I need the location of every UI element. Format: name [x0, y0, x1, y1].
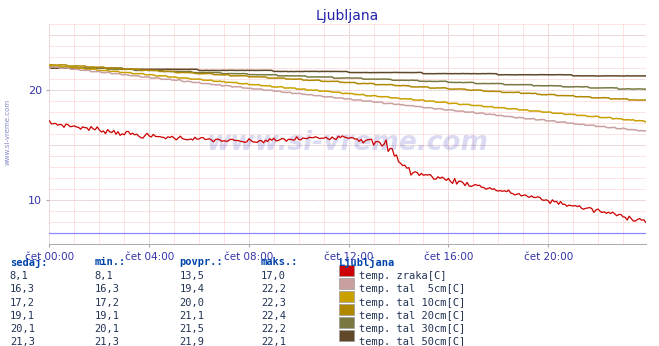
Text: min.:: min.:: [95, 257, 126, 267]
Text: 17,0: 17,0: [261, 271, 286, 281]
Text: 19,4: 19,4: [179, 284, 204, 294]
Text: 19,1: 19,1: [10, 311, 35, 321]
Bar: [339, 278, 354, 289]
Text: 17,2: 17,2: [10, 298, 35, 308]
Text: 20,1: 20,1: [95, 324, 120, 334]
Bar: [339, 265, 354, 276]
Bar: [339, 317, 354, 328]
Text: 22,2: 22,2: [261, 324, 286, 334]
Bar: [339, 304, 354, 315]
Text: temp. tal 30cm[C]: temp. tal 30cm[C]: [359, 324, 465, 334]
Text: 21,9: 21,9: [179, 337, 204, 346]
Text: 16,3: 16,3: [10, 284, 35, 294]
Text: 20,0: 20,0: [179, 298, 204, 308]
Text: temp. tal 20cm[C]: temp. tal 20cm[C]: [359, 311, 465, 321]
Text: povpr.:: povpr.:: [179, 257, 223, 267]
Text: 8,1: 8,1: [10, 271, 28, 281]
Text: 19,1: 19,1: [95, 311, 120, 321]
Text: temp. tal 10cm[C]: temp. tal 10cm[C]: [359, 298, 465, 308]
Text: maks.:: maks.:: [261, 257, 299, 267]
Text: 20,1: 20,1: [10, 324, 35, 334]
Text: www.si-vreme.com: www.si-vreme.com: [207, 130, 488, 156]
Text: 21,3: 21,3: [10, 337, 35, 346]
Text: temp. zraka[C]: temp. zraka[C]: [359, 271, 446, 281]
Title: Ljubljana: Ljubljana: [316, 9, 379, 23]
Text: www.si-vreme.com: www.si-vreme.com: [5, 98, 11, 165]
Text: 13,5: 13,5: [179, 271, 204, 281]
Bar: [339, 330, 354, 341]
Text: 22,2: 22,2: [261, 284, 286, 294]
Text: 22,4: 22,4: [261, 311, 286, 321]
Text: 21,5: 21,5: [179, 324, 204, 334]
Text: 16,3: 16,3: [95, 284, 120, 294]
Text: 22,3: 22,3: [261, 298, 286, 308]
Text: Ljubljana: Ljubljana: [339, 257, 395, 268]
Text: temp. tal 50cm[C]: temp. tal 50cm[C]: [359, 337, 465, 346]
Text: temp. tal  5cm[C]: temp. tal 5cm[C]: [359, 284, 465, 294]
Text: 22,1: 22,1: [261, 337, 286, 346]
Text: 21,1: 21,1: [179, 311, 204, 321]
Text: 8,1: 8,1: [95, 271, 113, 281]
Bar: [339, 291, 354, 302]
Text: 17,2: 17,2: [95, 298, 120, 308]
Text: 21,3: 21,3: [95, 337, 120, 346]
Text: sedaj:: sedaj:: [10, 257, 47, 268]
